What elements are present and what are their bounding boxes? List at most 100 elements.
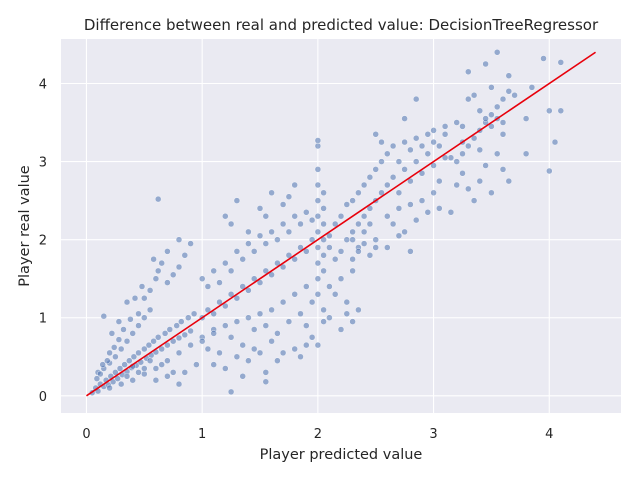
reference-line — [86, 51, 596, 397]
data-point — [127, 316, 134, 323]
data-point — [175, 349, 183, 357]
data-point — [424, 150, 432, 158]
data-point — [337, 248, 345, 255]
data-point — [291, 181, 298, 189]
data-point — [493, 150, 501, 158]
data-point — [360, 228, 368, 236]
data-point — [268, 337, 275, 345]
data-point — [395, 189, 403, 197]
data-point — [135, 322, 142, 329]
data-point — [291, 345, 298, 353]
data-point — [129, 330, 136, 337]
data-point — [395, 232, 403, 240]
data-point — [499, 95, 507, 103]
data-point — [297, 220, 304, 228]
data-point — [401, 228, 408, 236]
data-point — [181, 369, 189, 376]
data-points — [88, 49, 565, 396]
data-point — [93, 375, 101, 382]
data-point — [314, 137, 322, 144]
data-point — [198, 337, 206, 345]
data-point — [320, 220, 327, 228]
data-point — [129, 376, 136, 384]
data-point — [112, 353, 119, 361]
data-point — [343, 236, 351, 243]
data-point — [303, 209, 310, 216]
data-point — [314, 341, 322, 349]
data-point — [216, 349, 223, 357]
data-point — [141, 294, 148, 302]
y-tick-label: 1 — [39, 312, 47, 327]
data-point — [123, 373, 131, 380]
data-point — [173, 322, 180, 329]
data-point — [320, 189, 327, 197]
data-point — [135, 369, 142, 376]
data-point — [493, 49, 501, 56]
x-tick-label: 1 — [198, 427, 206, 442]
data-point — [343, 298, 351, 306]
data-point — [476, 177, 484, 185]
data-point — [459, 150, 466, 158]
data-point — [436, 177, 443, 185]
data-point — [250, 248, 258, 255]
y-tick-label: 2 — [39, 234, 47, 249]
data-point — [121, 361, 128, 368]
data-point — [528, 84, 536, 91]
data-point — [152, 365, 160, 372]
data-point — [343, 201, 351, 208]
data-point — [99, 361, 106, 368]
data-point — [465, 95, 472, 103]
data-point — [100, 312, 108, 320]
data-point — [115, 336, 123, 343]
data-point — [141, 314, 148, 321]
data-point — [291, 291, 298, 298]
data-point — [326, 283, 333, 290]
data-point — [360, 181, 368, 189]
data-point — [106, 349, 113, 357]
x-tick-label: 4 — [545, 427, 553, 442]
data-point — [158, 361, 165, 368]
data-point — [470, 197, 478, 204]
data-point — [135, 310, 142, 318]
data-point — [117, 380, 125, 388]
data-point — [164, 357, 171, 364]
data-point — [470, 134, 478, 142]
data-point — [314, 197, 322, 204]
data-point — [97, 370, 104, 378]
data-point — [146, 357, 154, 364]
data-point — [499, 166, 507, 173]
data-point — [268, 306, 275, 314]
data-point — [154, 195, 162, 203]
data-point — [349, 228, 356, 236]
data-point — [233, 353, 241, 361]
data-point — [227, 334, 235, 341]
data-point — [557, 107, 565, 115]
data-point — [557, 59, 565, 66]
data-point — [239, 373, 246, 380]
x-axis-label: Player predicted value — [260, 447, 423, 463]
data-point — [233, 318, 241, 325]
data-point — [360, 240, 368, 247]
data-point — [424, 131, 432, 138]
data-point — [245, 240, 252, 247]
data-point — [320, 318, 327, 325]
data-point — [366, 220, 374, 228]
data-point — [291, 212, 298, 220]
data-point — [349, 318, 356, 325]
data-point — [436, 205, 443, 212]
data-point — [175, 236, 183, 243]
data-point — [546, 167, 553, 175]
data-point — [407, 248, 414, 255]
data-point — [505, 177, 513, 185]
data-point — [193, 361, 200, 368]
data-point — [175, 263, 183, 271]
data-point — [245, 357, 252, 364]
data-point — [169, 271, 177, 279]
data-point — [308, 334, 316, 341]
data-point — [181, 331, 189, 339]
x-tick-label: 0 — [82, 427, 90, 442]
data-point — [146, 306, 154, 314]
data-point — [169, 369, 177, 376]
data-point — [412, 134, 420, 142]
data-point — [424, 209, 432, 216]
